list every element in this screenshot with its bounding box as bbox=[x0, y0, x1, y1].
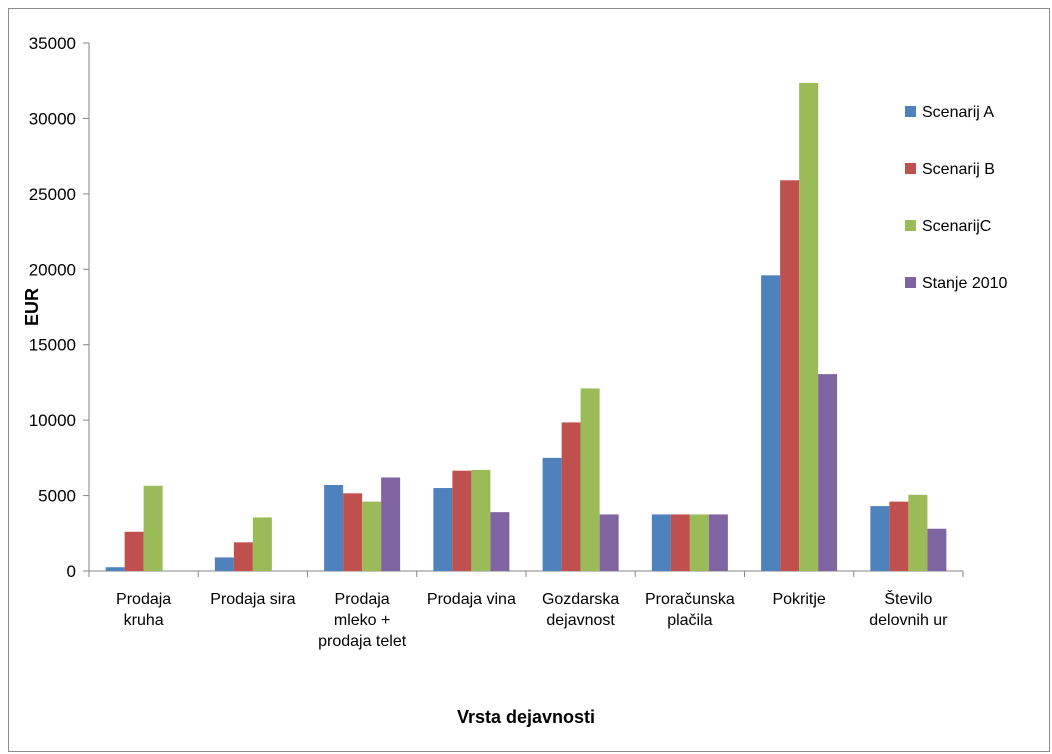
bar bbox=[214, 557, 234, 571]
bar bbox=[381, 477, 401, 571]
legend-swatch bbox=[905, 163, 916, 174]
bar bbox=[889, 501, 909, 571]
bar bbox=[599, 514, 619, 571]
x-category-label: plačila bbox=[667, 612, 712, 629]
bar bbox=[143, 485, 163, 571]
bar bbox=[490, 512, 510, 571]
bar bbox=[561, 422, 581, 571]
bar bbox=[870, 506, 890, 571]
bar bbox=[689, 514, 709, 571]
bar bbox=[433, 488, 453, 571]
x-category-label: Gozdarska bbox=[542, 591, 619, 608]
bar bbox=[105, 567, 125, 571]
bar bbox=[324, 485, 344, 571]
legend-label: Stanje 2010 bbox=[922, 275, 1008, 292]
x-axis-title: Vrsta dejavnosti bbox=[457, 707, 595, 727]
x-category-label: prodaja telet bbox=[318, 633, 407, 650]
x-category-label: dejavnost bbox=[546, 612, 615, 629]
legend: Scenarij A Scenarij B ScenarijC Stanje 2010 bbox=[905, 104, 1008, 292]
x-category-label: Prodaja vina bbox=[427, 591, 516, 608]
chart-frame bbox=[8, 8, 1050, 752]
bar bbox=[471, 469, 491, 571]
x-category-label: Prodaja bbox=[116, 591, 171, 608]
y-tick-label: 10000 bbox=[29, 411, 76, 430]
x-category-label: Prodaja sira bbox=[210, 591, 295, 608]
bar bbox=[651, 514, 671, 571]
bar bbox=[580, 388, 600, 571]
bar bbox=[343, 493, 363, 571]
x-category-label: Pokritje bbox=[772, 591, 825, 608]
bar bbox=[233, 542, 253, 571]
bar bbox=[362, 501, 382, 571]
legend-swatch bbox=[905, 277, 916, 288]
bar bbox=[542, 457, 562, 571]
bar bbox=[761, 275, 781, 571]
y-tick-label: 0 bbox=[67, 562, 76, 581]
y-tick-label: 15000 bbox=[29, 336, 76, 355]
x-category-label: kruha bbox=[124, 612, 164, 629]
y-tick-label: 25000 bbox=[29, 185, 76, 204]
bar bbox=[708, 514, 728, 571]
bars bbox=[105, 82, 947, 571]
y-tick-label: 35000 bbox=[29, 34, 76, 53]
legend-label: ScenarijC bbox=[922, 218, 991, 235]
y-axis-title: EUR bbox=[22, 288, 42, 326]
bar bbox=[124, 531, 144, 571]
legend-swatch bbox=[905, 106, 916, 117]
y-tick-label: 5000 bbox=[38, 487, 76, 506]
bar bbox=[908, 494, 928, 571]
x-category-label: mleko + bbox=[334, 612, 390, 629]
y-tick-label: 30000 bbox=[29, 109, 76, 128]
x-category-label: Prodaja bbox=[335, 591, 390, 608]
y-tick-labels: 0 5000 10000 15000 20000 25000 30000 35000 bbox=[29, 34, 76, 581]
bar bbox=[818, 374, 838, 571]
bar bbox=[927, 528, 947, 571]
legend-label: Scenarij B bbox=[922, 161, 995, 178]
legend-swatch bbox=[905, 220, 916, 231]
bar bbox=[799, 82, 819, 571]
bar bbox=[780, 180, 800, 571]
bar bbox=[252, 517, 272, 571]
x-category-label: Število bbox=[884, 589, 932, 608]
bar bbox=[452, 470, 472, 571]
legend-label: Scenarij A bbox=[922, 104, 994, 121]
y-tick-label: 20000 bbox=[29, 260, 76, 279]
x-category-label: delovnih ur bbox=[869, 612, 948, 629]
x-category-label: Proračunska bbox=[645, 591, 735, 608]
x-category-labels: Prodaja kruha Prodaja sira Prodaja mleko + pr… bbox=[116, 589, 948, 650]
bar bbox=[670, 514, 690, 571]
